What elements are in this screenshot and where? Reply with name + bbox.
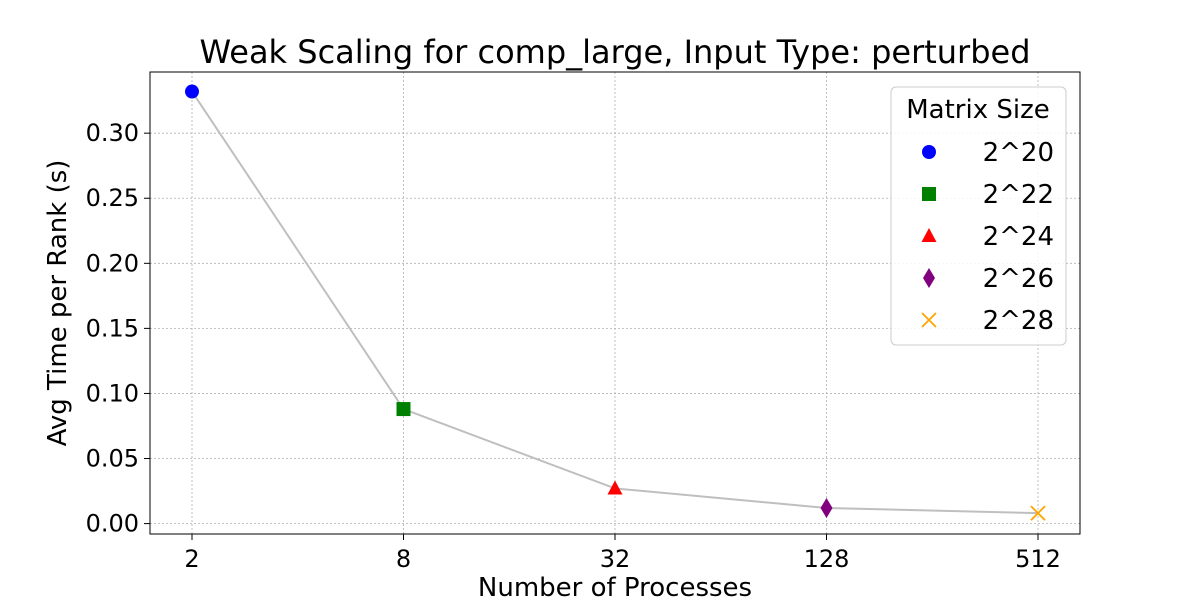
- y-tick-label: 0.05: [86, 445, 139, 473]
- chart-title: Weak Scaling for comp_large, Input Type:…: [199, 33, 1030, 71]
- legend-label: 2^24: [983, 222, 1054, 252]
- legend-marker: [922, 187, 936, 201]
- x-tick-label: 512: [1015, 545, 1061, 573]
- legend-marker: [921, 228, 937, 242]
- legend-label: 2^26: [983, 264, 1054, 294]
- y-tick-label: 0.15: [86, 314, 139, 342]
- x-tick-label: 8: [396, 545, 411, 573]
- legend-items: 2^20 2^22 2^24 2^26 2^28: [921, 138, 1054, 336]
- legend-label: 2^22: [983, 180, 1054, 210]
- legend: Matrix Size 2^20 2^22 2^24 2^26 2^28: [890, 86, 1067, 346]
- x-axis-label: Number of Processes: [478, 573, 752, 600]
- data-point-marker: [1030, 505, 1046, 521]
- legend-label: 2^20: [983, 138, 1054, 168]
- legend-marker: [923, 268, 935, 288]
- y-tick-label: 0.25: [86, 184, 139, 212]
- x-tick-label: 128: [804, 545, 850, 573]
- x-tick-label: 32: [600, 545, 631, 573]
- y-axis: 0.00 0.05 0.10 0.15 0.20 0.25 0.30: [86, 119, 150, 538]
- y-tick-label: 0.20: [86, 249, 139, 277]
- y-tick-label: 0.10: [86, 379, 139, 407]
- legend-title: Matrix Size: [906, 95, 1050, 125]
- legend-marker: [921, 312, 937, 328]
- data-point-marker: [607, 480, 623, 495]
- y-tick-label: 0.30: [86, 119, 139, 147]
- data-point-marker: [185, 84, 199, 99]
- x-axis: 2 8 32 128 512: [184, 534, 1061, 573]
- legend-marker: [922, 145, 936, 159]
- data-markers: [185, 84, 1046, 521]
- y-tick-label: 0.00: [86, 510, 139, 538]
- data-point-marker: [820, 497, 833, 518]
- y-axis-label: Avg Time per Rank (s): [43, 160, 73, 447]
- legend-label: 2^28: [983, 306, 1054, 336]
- x-tick-label: 2: [184, 545, 199, 573]
- data-point-marker: [396, 402, 411, 417]
